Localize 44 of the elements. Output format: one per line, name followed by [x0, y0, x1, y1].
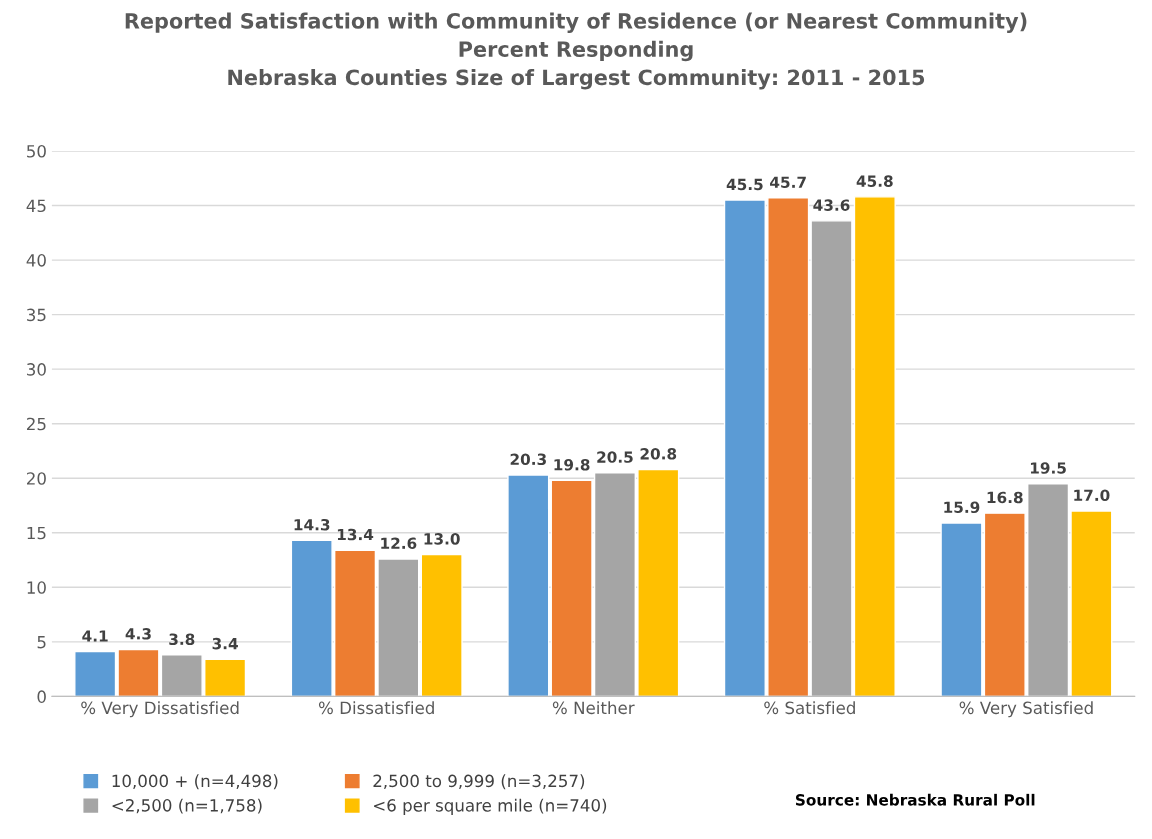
chart-title: Reported Satisfaction with Community of Residence (or Nearest Community) Percent Responding Nebraska Counties Size of Largest Community: 2011 - 2015: [125, 12, 1027, 90]
y-tick-label: 40: [26, 254, 46, 267]
data-label: 16.8: [987, 491, 1023, 504]
data-label: 19.5: [1030, 462, 1066, 474]
data-label: 4.1: [82, 630, 108, 642]
x-tick-label: % Neither: [552, 701, 635, 715]
source-note: Source: Nebraska Rural Poll: [795, 793, 1035, 806]
data-label: 14.3: [294, 518, 330, 531]
data-label: 45.7: [770, 176, 806, 189]
bar: [420, 553, 463, 697]
data-label: 43.6: [813, 199, 850, 211]
legend-label: 10,000 + (n=4,498): [112, 774, 278, 790]
data-label: 19.8: [554, 458, 590, 471]
y-tick-label: 15: [27, 526, 46, 540]
y-tick-label: 25: [26, 417, 46, 431]
data-label: 13.4: [337, 528, 374, 541]
x-tick-label: % Very Dissatisfied: [81, 701, 239, 718]
data-label: 13.0: [424, 533, 460, 545]
y-tick-label: 35: [27, 308, 46, 322]
y-tick-label: 50: [27, 144, 46, 158]
data-label: 4.3: [125, 628, 151, 640]
x-tick-label: % Dissatisfied: [318, 701, 434, 715]
y-tick-label: 10: [27, 581, 46, 594]
data-label: 12.6: [381, 537, 417, 550]
x-tick-label: % Satisfied: [764, 701, 855, 715]
y-tick-label: 45: [26, 199, 46, 213]
data-label: 20.3: [510, 453, 546, 466]
y-tick-label: 20: [26, 472, 46, 485]
y-tick-label: 5: [37, 636, 46, 649]
legend-label: <6 per square mile (n=740): [374, 798, 607, 815]
data-label: 20.8: [640, 448, 677, 460]
x-tick-label: % Very Satisfied: [959, 701, 1093, 718]
data-label: 3.4: [212, 637, 238, 650]
data-label: 3.8: [169, 633, 195, 646]
data-label: 15.9: [944, 501, 980, 514]
legend-label: 2,500 to 9,999 (n=3,257): [373, 774, 585, 790]
legend-label: <2,500 (n=1,758): [112, 798, 262, 814]
bar: [507, 474, 550, 697]
y-tick-label: 0: [37, 690, 46, 703]
data-label: 45.8: [856, 175, 893, 187]
y-tick-label: 30: [27, 363, 46, 376]
data-label: 20.5: [597, 451, 633, 463]
data-label: 45.5: [726, 178, 763, 191]
data-label: 17.0: [1074, 489, 1110, 502]
